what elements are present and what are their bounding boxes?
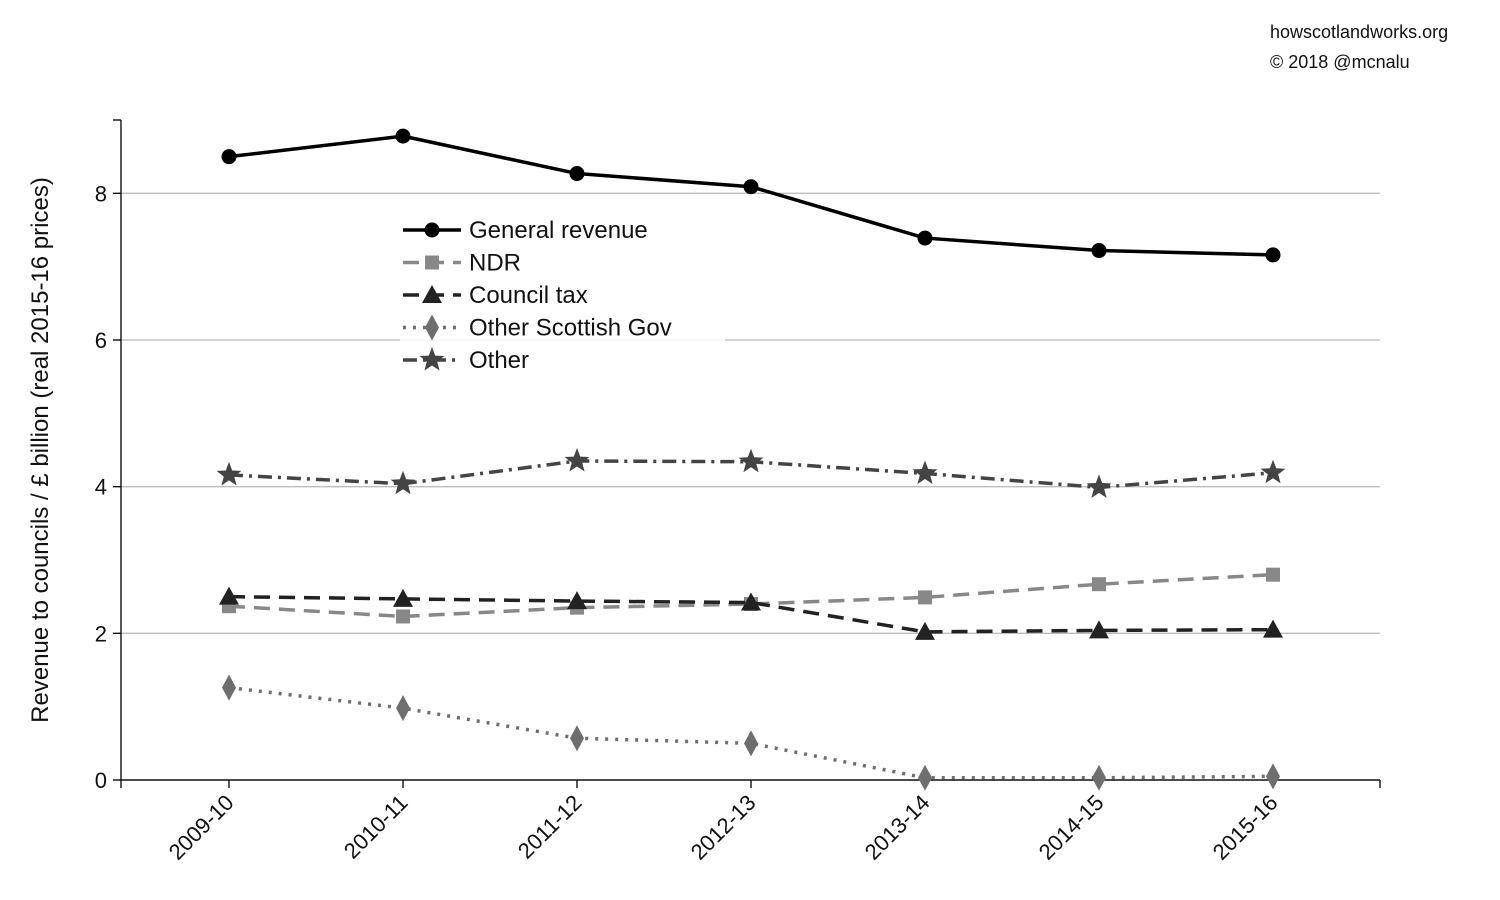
- grid-lines: [121, 192, 1380, 634]
- data-point-circle: [221, 149, 237, 165]
- legend-item: Other: [403, 347, 529, 374]
- legend-item: NDR: [403, 250, 521, 277]
- series-0: [221, 128, 1281, 263]
- legend-marker-triangle: [422, 285, 442, 303]
- data-point-circle: [917, 230, 933, 246]
- data-point-circle: [743, 179, 759, 195]
- data-point-diamond: [744, 730, 758, 757]
- legend-label: Other Scottish Gov: [469, 315, 672, 342]
- data-point-circle: [395, 128, 411, 144]
- legend-item: General revenue: [403, 217, 648, 244]
- series-4: [216, 448, 1286, 498]
- data-point-square: [396, 609, 410, 624]
- x-tick-label: 2013-14: [860, 790, 935, 865]
- data-point-circle: [1091, 243, 1107, 259]
- x-tick-label: 2012-13: [686, 790, 761, 865]
- credit-copyright: © 2018 @mcnalu: [1270, 52, 1410, 72]
- data-point-diamond: [918, 764, 932, 791]
- axes: 0 2 4 6 8 2009-10 2010-11 2011-12 2012-13 2013-14…: [95, 119, 1381, 865]
- series-3: [222, 674, 1280, 791]
- legend-marker-square: [425, 255, 439, 270]
- data-point-star: [564, 448, 590, 472]
- x-tick-label: 2014-15: [1034, 790, 1109, 865]
- credit-site: howscotlandworks.org: [1270, 22, 1449, 42]
- legend-item: Council tax: [403, 282, 588, 309]
- data-point-triangle: [915, 621, 935, 640]
- y-tick-label: 6: [95, 328, 107, 353]
- series-layer: [216, 128, 1286, 791]
- legend-label: NDR: [469, 250, 521, 277]
- data-point-square: [1266, 567, 1280, 582]
- data-point-triangle: [741, 592, 761, 611]
- data-point-star: [1260, 459, 1286, 484]
- x-tick-label: 2010-11: [339, 790, 413, 864]
- data-point-diamond: [1266, 763, 1280, 790]
- data-point-triangle: [567, 591, 587, 610]
- data-point-diamond: [1092, 764, 1106, 791]
- data-point-diamond: [222, 674, 236, 701]
- data-point-star: [390, 470, 416, 495]
- legend-marker-star: [419, 347, 445, 371]
- x-tick-label: 2011-12: [513, 790, 587, 864]
- data-point-square: [918, 590, 932, 605]
- data-point-triangle: [1263, 619, 1283, 638]
- legend-marker-circle: [424, 222, 440, 238]
- data-point-star: [738, 448, 764, 473]
- data-point-circle: [569, 166, 585, 182]
- y-tick-label: 2: [95, 621, 107, 646]
- data-point-circle: [1265, 247, 1281, 263]
- x-tick-label: 2015-16: [1208, 790, 1283, 865]
- data-point-triangle: [219, 586, 239, 605]
- legend-label: General revenue: [469, 217, 648, 244]
- legend-item: Other Scottish Gov: [403, 314, 672, 342]
- data-point-triangle: [393, 588, 413, 607]
- x-tick-label: 2009-10: [164, 790, 239, 865]
- data-point-star: [216, 461, 242, 486]
- series-2: [219, 586, 1283, 640]
- legend-marker-diamond: [425, 314, 439, 341]
- data-point-square: [1092, 577, 1106, 592]
- data-point-star: [1086, 474, 1112, 498]
- data-point-diamond: [396, 695, 410, 722]
- data-point-diamond: [570, 725, 584, 752]
- data-point-triangle: [1089, 620, 1109, 639]
- legend-label: Other: [469, 347, 529, 374]
- y-tick-label: 0: [95, 768, 107, 793]
- legend-label: Council tax: [469, 282, 588, 309]
- y-tick-label: 4: [95, 475, 107, 500]
- legend: General revenue NDR Council tax Other Scott…: [400, 210, 725, 378]
- y-tick-label: 8: [95, 181, 107, 206]
- series-line: [228, 134, 1274, 257]
- data-point-star: [912, 460, 938, 484]
- y-axis-title: Revenue to councils / £ billion (real 20…: [27, 177, 54, 723]
